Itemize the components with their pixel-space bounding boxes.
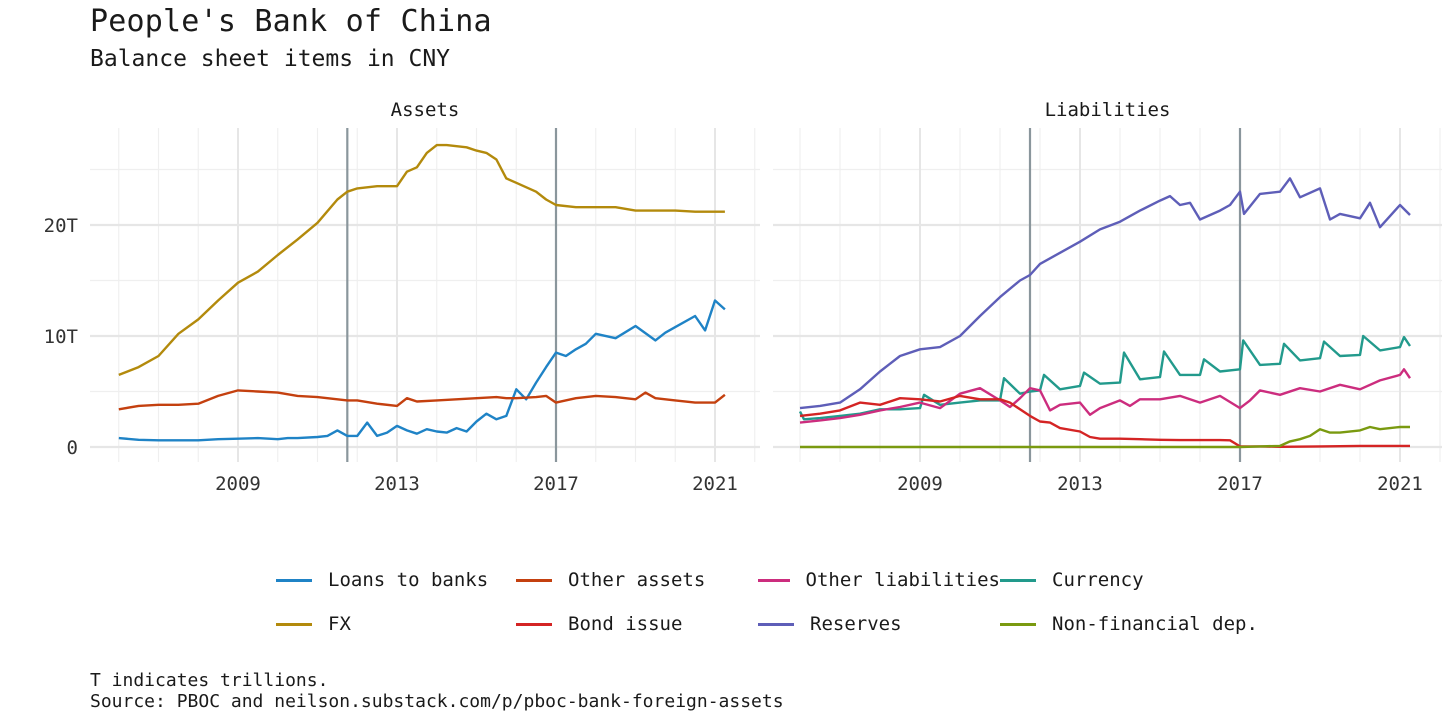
series-line-other-liabilities	[799, 368, 1411, 424]
legend-label: Loans to banks	[328, 569, 489, 591]
y-tick-label: 10T	[44, 326, 78, 348]
y-tick-label: 0	[67, 437, 78, 459]
facet-label: Assets	[391, 99, 460, 121]
legend-label: Currency	[1052, 569, 1144, 591]
series-line-other-assets	[118, 389, 726, 411]
legend-label: Reserves	[810, 613, 902, 635]
legend-item-other-liabilities: Other liabilities	[758, 568, 1000, 592]
facet-label: Liabilities	[1045, 99, 1171, 121]
panel-assets: Assets 2009 2013 2017 2021	[90, 99, 760, 495]
series-line-reserves	[799, 177, 1411, 410]
series-line-loans-to-banks	[118, 299, 726, 442]
legend-item-loans-to-banks: Loans to banks	[276, 568, 516, 592]
chart-title: People's Bank of China	[90, 4, 492, 39]
legend-swatch-icon	[276, 622, 312, 626]
series-line-currency	[798, 334, 1411, 421]
chart-subtitle: Balance sheet items in CNY	[90, 46, 451, 72]
legend-swatch-icon	[758, 578, 790, 582]
legend-swatch-icon	[516, 622, 552, 626]
legend-label: Other assets	[568, 569, 706, 591]
legend-swatch-icon	[516, 578, 552, 582]
legend-item-fx: FX	[276, 612, 516, 636]
legend-label: Non-financial dep.	[1052, 613, 1258, 635]
caption-source: Source: PBOC and neilson.substack.com/p/…	[90, 691, 784, 712]
x-tick-label: 2009	[897, 473, 943, 495]
legend-swatch-icon	[276, 578, 312, 582]
x-tick-label: 2021	[692, 473, 738, 495]
y-tick-label: 20T	[44, 215, 78, 237]
series-line-bond-issue	[799, 394, 1410, 448]
legend-label: Other liabilities	[805, 569, 1000, 591]
chart-caption: T indicates trillions. Source: PBOC and …	[90, 670, 784, 712]
x-tick-label: 2013	[374, 473, 420, 495]
legend-label: Bond issue	[568, 613, 683, 635]
legend-item-non-financial-dep: Non-financial dep.	[1000, 612, 1260, 636]
legend-item-currency: Currency	[1000, 568, 1260, 592]
legend-swatch-icon	[1000, 578, 1036, 582]
panel-liabilities: Liabilities 2009 2013 2017 2021	[773, 99, 1442, 495]
series-line-fx	[118, 143, 725, 377]
legend-item-other-assets: Other assets	[516, 568, 758, 592]
x-tick-label: 2017	[1217, 473, 1263, 495]
legend-item-reserves: Reserves	[758, 612, 1000, 636]
x-tick-label: 2021	[1377, 473, 1423, 495]
x-tick-label: 2013	[1057, 473, 1103, 495]
x-tick-label: 2017	[533, 473, 579, 495]
legend-label: FX	[328, 613, 351, 635]
legend-swatch-icon	[1000, 622, 1036, 626]
legend: Loans to banks Other assets Other liabil…	[276, 568, 1260, 636]
series-line-non-financial-dep-	[800, 425, 1410, 449]
x-tick-label: 2009	[215, 473, 261, 495]
legend-item-bond-issue: Bond issue	[516, 612, 758, 636]
legend-swatch-icon	[758, 622, 794, 626]
caption-note: T indicates trillions.	[90, 670, 329, 691]
